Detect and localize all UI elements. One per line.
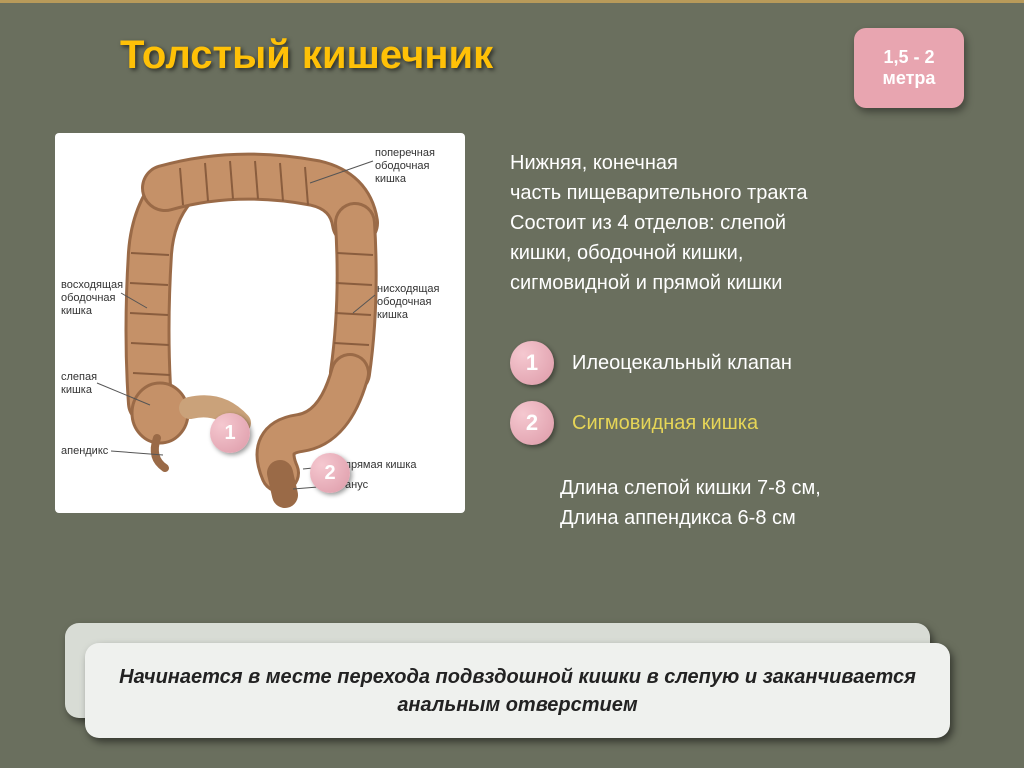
size-badge: 1,5 - 2 метра	[854, 28, 964, 108]
anatomy-label: восходящаяободочнаякишка	[61, 279, 123, 319]
diagram-marker-1: 1	[210, 413, 250, 453]
anatomy-label: апендикс	[61, 445, 108, 458]
slide-title: Толстый кишечник	[120, 33, 493, 78]
size-line1: 1,5 - 2	[883, 47, 934, 68]
colon-svg	[55, 133, 465, 513]
anatomy-label: поперечнаяободочнаякишка	[375, 147, 435, 187]
colon-diagram: поперечнаяободочнаякишка нисходящаяободоч…	[55, 133, 465, 513]
footer-front-panel: Начинается в месте перехода подвздошной …	[85, 643, 950, 738]
legend-text-1: Илеоцекальный клапан	[572, 352, 792, 375]
anatomy-label: слепаякишка	[61, 371, 97, 397]
anatomy-label: прямая кишка	[345, 459, 417, 472]
description-text: Нижняя, конечнаячасть пищеварительного т…	[510, 148, 970, 298]
footer-text: Начинается в месте перехода подвздошной …	[115, 663, 920, 719]
diagram-marker-2: 2	[310, 453, 350, 493]
anatomy-label: анус	[345, 479, 368, 492]
legend-badge-2: 2	[510, 401, 554, 445]
legend-item-1: 1 Илеоцекальный клапан	[510, 341, 792, 385]
size-line2: метра	[883, 68, 936, 89]
legend-badge-1: 1	[510, 341, 554, 385]
legend-item-2: 2 Сигмовидная кишка	[510, 401, 758, 445]
lengths-text: Длина слепой кишки 7-8 см,Длина аппендик…	[560, 473, 821, 533]
anatomy-label: нисходящаяободочнаякишка	[377, 283, 439, 323]
footer-callout: Начинается в месте перехода подвздошной …	[65, 623, 950, 738]
legend-text-2: Сигмовидная кишка	[572, 412, 758, 435]
